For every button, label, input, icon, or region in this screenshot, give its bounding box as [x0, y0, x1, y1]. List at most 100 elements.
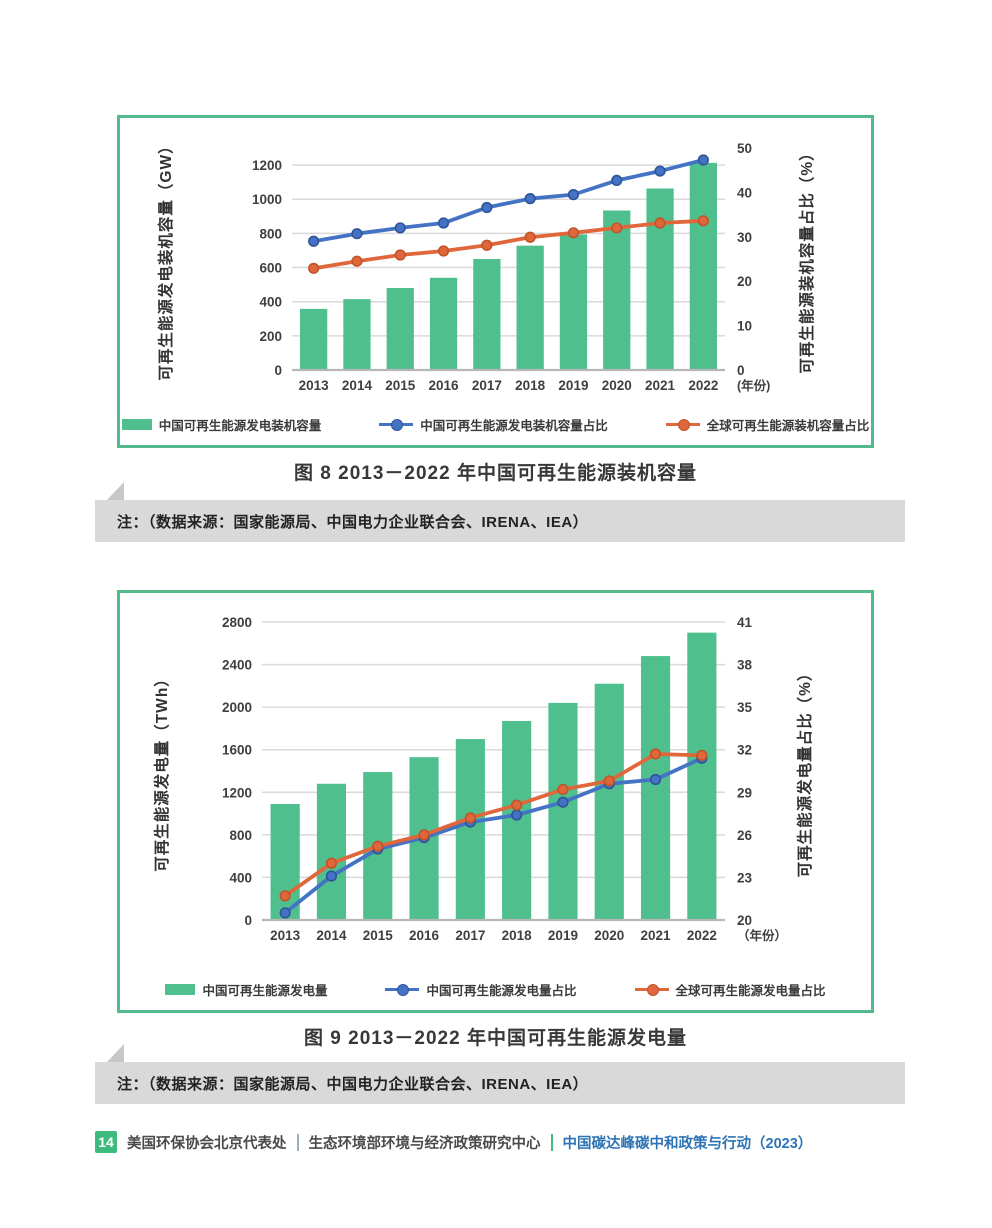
- data-point-marker: [325, 870, 338, 882]
- footer-org-2: 生态环境部环境与经济政策研究中心: [308, 1135, 541, 1152]
- legend-item: 中国可再生能源发电量占比: [385, 980, 577, 999]
- data-point-marker: [511, 799, 523, 811]
- bar-2017: [455, 739, 485, 920]
- right-axis-tick-label: 41: [737, 615, 753, 630]
- x-axis-year-label: 2019: [558, 378, 588, 393]
- bar-2017: [473, 259, 501, 370]
- figure-9-note-band: 注：（数据来源：国家能源局、中国电力企业联合会、IRENA、IEA）: [95, 1044, 905, 1104]
- bar-2018: [516, 245, 544, 370]
- x-axis-year-label: 2014: [342, 378, 373, 393]
- right-axis-tick-label: 0: [737, 363, 745, 378]
- legend-line-swatch: [665, 418, 700, 431]
- data-point-marker: [437, 245, 450, 257]
- left-axis-tick-label: 2000: [222, 700, 252, 715]
- x-axis-year-label: 2018: [502, 928, 533, 943]
- line-path: [283, 752, 704, 898]
- data-point-marker: [611, 222, 623, 234]
- figure-9-caption: 图 9 2013－2022 年中国可再生能源发电量: [304, 1028, 687, 1049]
- data-point-marker: [394, 222, 406, 234]
- data-point-marker: [567, 227, 580, 239]
- data-point-marker: [418, 829, 430, 841]
- data-point-marker: [481, 201, 493, 214]
- right-axis-tick-label: 10: [737, 319, 752, 334]
- data-point-marker: [279, 907, 291, 919]
- legend-label: 全球可再生能源装机容量占比: [706, 418, 870, 433]
- x-axis-year-label: 2018: [515, 378, 546, 393]
- data-point-marker: [524, 231, 536, 243]
- legend-item: 中国可再生能源发电装机容量: [121, 415, 322, 434]
- bar-2020: [594, 683, 624, 920]
- x-axis-year-label: 2015: [363, 928, 394, 943]
- legend-bar-swatch: [121, 418, 152, 430]
- page-number-badge: 14: [95, 1131, 117, 1153]
- legend-item: 全球可再生能源装机容量占比: [665, 415, 870, 434]
- line-series-1: [308, 215, 709, 274]
- bar-2015: [386, 288, 414, 370]
- left-axis-tick-label: 2800: [222, 615, 252, 630]
- bar-2022: [689, 162, 717, 370]
- bar-series: [300, 162, 717, 370]
- left-axis-tick-label: 1000: [252, 192, 282, 207]
- right-axis-tick-label: 30: [737, 230, 752, 245]
- right-axis-tick-label: 38: [737, 658, 753, 673]
- data-point-marker: [437, 217, 450, 229]
- legend-line-swatch: [634, 983, 669, 996]
- figure-8-caption: 图 8 2013－2022 年中国可再生能源装机容量: [294, 463, 697, 484]
- x-axis-year-label: 2016: [429, 378, 460, 393]
- x-axis-year-label: 2017: [455, 928, 485, 943]
- left-axis-tick-label: 200: [259, 329, 282, 344]
- bar-2022: [687, 632, 717, 920]
- legend-line-swatch: [385, 983, 420, 996]
- page-footer: 14 美国环保协会北京代表处 生态环境部环境与经济政策研究中心 中国碳达峰碳中和…: [95, 1131, 812, 1153]
- data-point-marker: [308, 262, 320, 274]
- data-point-marker: [325, 857, 338, 869]
- right-axis-tick-label: 40: [737, 185, 752, 200]
- left-axis-tick-label: 800: [229, 828, 252, 843]
- line-path: [311, 158, 706, 244]
- legend-label: 中国可再生能源发电量占比: [426, 983, 577, 998]
- left-axis-tick-label: 1200: [222, 785, 252, 800]
- footer-separator: [550, 1133, 553, 1151]
- right-axis-tick-label: 26: [737, 828, 753, 843]
- bar-2019: [559, 234, 588, 370]
- left-axis-tick-label: 800: [259, 226, 282, 241]
- bar-2020: [603, 210, 631, 370]
- figure-8-note-text: 注：（数据来源：国家能源局、中国电力企业联合会、IRENA、IEA）: [117, 513, 589, 531]
- x-axis-year-label: 2017: [472, 378, 502, 393]
- data-point-marker: [654, 217, 666, 229]
- data-point-marker: [567, 189, 580, 201]
- data-point-marker: [279, 890, 291, 902]
- figure-9-note-text: 注：（数据来源：国家能源局、中国电力企业联合会、IRENA、IEA）: [117, 1075, 589, 1093]
- bar-2013: [300, 308, 328, 370]
- figure-9-chart-card: 0 400 800 1200 1600 2000 2400 2800 20 23 26 29 32 35 3…: [117, 590, 874, 1013]
- data-point-marker: [464, 812, 476, 824]
- line-path: [311, 218, 706, 271]
- x-axis-year-label: 2020: [602, 378, 632, 393]
- left-axis-tick-label: 1600: [222, 743, 252, 758]
- line-series-0: [308, 154, 709, 247]
- data-point-marker: [351, 228, 363, 240]
- figure-9-plot: 0 400 800 1200 1600 2000 2400 2800 20 23 26 29 32 35 3…: [152, 615, 814, 943]
- right-axis-title: 可再生能源装机容量占比（%）: [797, 144, 816, 373]
- fold-corner-decoration: [107, 482, 124, 500]
- legend-label: 中国可再生能源发电装机容量占比: [420, 418, 608, 433]
- data-point-marker: [696, 749, 708, 761]
- line-series-1: [279, 748, 708, 902]
- data-point-marker: [603, 775, 615, 787]
- left-axis-tick-label: 400: [259, 295, 282, 310]
- left-axis-tick-label: 0: [274, 363, 282, 378]
- right-axis-tick-label: 32: [737, 743, 752, 758]
- footer-separator: [296, 1133, 299, 1151]
- bar-2014: [316, 783, 347, 920]
- legend-label: 中国可再生能源发电装机容量: [158, 418, 322, 433]
- data-point-marker: [697, 215, 709, 227]
- x-axis-year-label: 2022: [688, 378, 718, 393]
- legend-label: 全球可再生能源发电量占比: [675, 983, 826, 998]
- data-point-marker: [524, 193, 536, 205]
- left-axis-tick-label: 400: [229, 870, 252, 885]
- legend-line-swatch: [379, 418, 414, 431]
- legend-bar-swatch: [165, 983, 196, 995]
- x-axis-year-label: 2013: [270, 928, 301, 943]
- data-point-marker: [557, 783, 569, 796]
- figure-9-legend: 中国可再生能源发电量 中国可再生能源发电量占比 全球可再生能源发电量占比: [120, 972, 871, 1006]
